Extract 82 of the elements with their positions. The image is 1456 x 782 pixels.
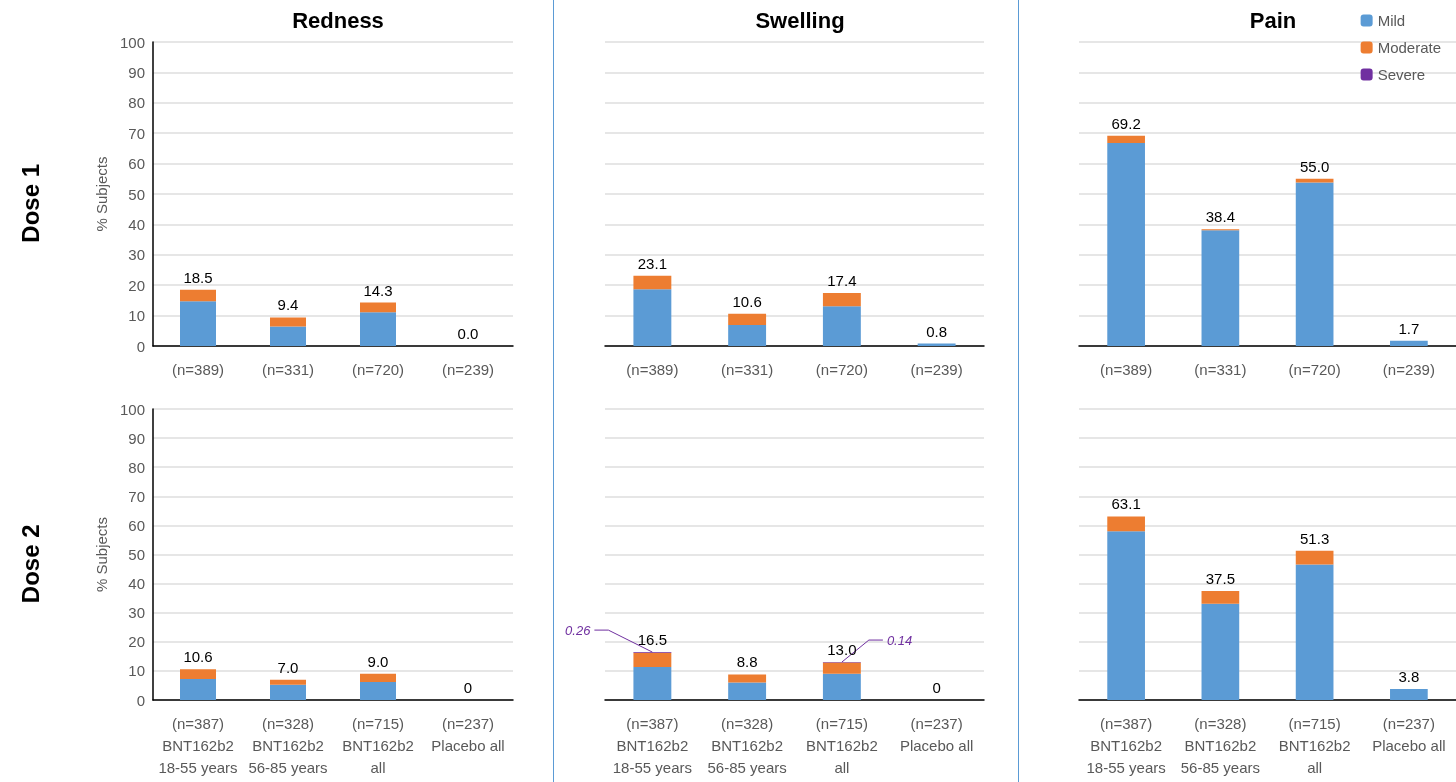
x-tick-label: (n=720) [815, 360, 868, 378]
y-tick-label: 20 [128, 276, 145, 294]
total-label: 0.0 [457, 325, 479, 342]
legend-label: Mild [1377, 12, 1406, 29]
chart-title: Pain [1249, 7, 1297, 33]
total-label: 69.2 [1111, 114, 1141, 132]
text: Dose 2 [16, 524, 44, 604]
y-tick-label: 80 [128, 94, 145, 112]
y-axis-title: % Subjects [93, 516, 111, 593]
total-label: 9.4 [277, 296, 299, 314]
total-label: 51.3 [1300, 529, 1330, 547]
y-tick-label: 10 [128, 662, 145, 680]
x-tick-label: (n=715) BNT162b2 all [806, 714, 878, 776]
data-label: 0.26 [565, 622, 592, 638]
x-tick-label: (n=239) [1382, 360, 1435, 378]
x-tick-label: (n=331) [261, 360, 315, 378]
total-label: 16.5 [637, 631, 667, 649]
total-label: 38.4 [1205, 208, 1235, 226]
total-label: 17.4 [827, 272, 857, 290]
x-tick-label: (n=328) BNT162b2 56-85 years [707, 714, 787, 776]
y-tick-label: 90 [128, 63, 145, 81]
data-label: 0.14 [886, 632, 913, 648]
x-tick-label: (n=328) BNT162b2 56-85 years [248, 714, 328, 776]
total-label: 7.0 [277, 658, 299, 676]
total-label: 3.8 [1398, 667, 1420, 685]
y-axis-title: % Subjects [93, 156, 111, 232]
x-tick-label: (n=720) [351, 360, 405, 378]
total-label: 23.1 [637, 254, 667, 272]
y-tick-label: 50 [128, 546, 145, 563]
y-tick-label: 10 [128, 307, 145, 325]
total-label: 1.7 [1398, 319, 1420, 337]
y-tick-label: 50 [128, 185, 145, 203]
y-tick-label: 90 [128, 429, 145, 447]
x-tick-label: (n=720) [1288, 360, 1341, 378]
legend-label: Severe [1377, 66, 1426, 83]
chart-title: Swelling [755, 7, 845, 33]
y-tick-label: 100 [119, 33, 145, 51]
x-tick-label: (n=331) [721, 360, 774, 378]
total-label: 10.6 [732, 292, 762, 310]
total-label: 0 [932, 679, 941, 696]
total-label: 9.0 [367, 652, 389, 670]
total-label: 0.8 [926, 322, 948, 340]
total-label: 10.6 [183, 648, 213, 666]
y-tick-label: 40 [128, 215, 145, 233]
x-tick-label: (n=387) BNT162b2 18-55 years [612, 714, 692, 776]
chart-title: Redness [292, 7, 384, 33]
x-tick-label: (n=389) [1100, 360, 1153, 378]
total-label: 0 [463, 679, 473, 696]
x-tick-label: (n=387) BNT162b2 18-55 years [1086, 714, 1166, 776]
legend-label: Moderate [1377, 39, 1442, 56]
x-tick-label: (n=237) Placebo all [1372, 714, 1446, 754]
x-tick-label: (n=237) Placebo all [899, 714, 974, 754]
y-tick-label: 80 [128, 458, 145, 476]
total-label: 55.0 [1300, 157, 1330, 175]
total-label: 18.5 [183, 268, 213, 286]
x-tick-label: (n=715) BNT162b2 all [1278, 714, 1351, 776]
y-tick-label: 30 [128, 604, 145, 622]
y-tick-label: 30 [128, 246, 145, 264]
x-tick-label: (n=239) [441, 360, 495, 378]
x-tick-label: (n=331) [1194, 360, 1247, 378]
x-tick-label: (n=389) [626, 360, 679, 378]
total-label: 8.8 [736, 653, 758, 671]
y-tick-label: 60 [128, 516, 145, 534]
x-tick-label: (n=237) Placebo all [431, 714, 505, 754]
x-tick-label: (n=239) [910, 360, 963, 378]
y-tick-label: 0 [136, 337, 145, 355]
y-tick-label: 70 [128, 487, 145, 505]
x-tick-label: (n=387) BNT162b2 18-55 years [158, 714, 238, 776]
total-label: 63.1 [1111, 495, 1141, 513]
y-tick-label: 100 [119, 400, 145, 418]
total-label: 37.5 [1205, 569, 1235, 587]
y-tick-label: 70 [128, 124, 145, 142]
x-tick-label: (n=389) [171, 360, 225, 378]
x-tick-label: (n=328) BNT162b2 56-85 years [1180, 714, 1260, 776]
y-tick-label: 60 [128, 155, 145, 173]
total-label: 14.3 [363, 281, 393, 299]
y-tick-label: 40 [128, 575, 145, 593]
y-tick-label: 20 [128, 633, 145, 651]
x-tick-label: (n=715) BNT162b2 all [342, 714, 414, 776]
y-tick-label: 0 [136, 691, 145, 709]
total-label: 13.0 [827, 641, 857, 659]
text: Dose 1 [16, 164, 44, 243]
